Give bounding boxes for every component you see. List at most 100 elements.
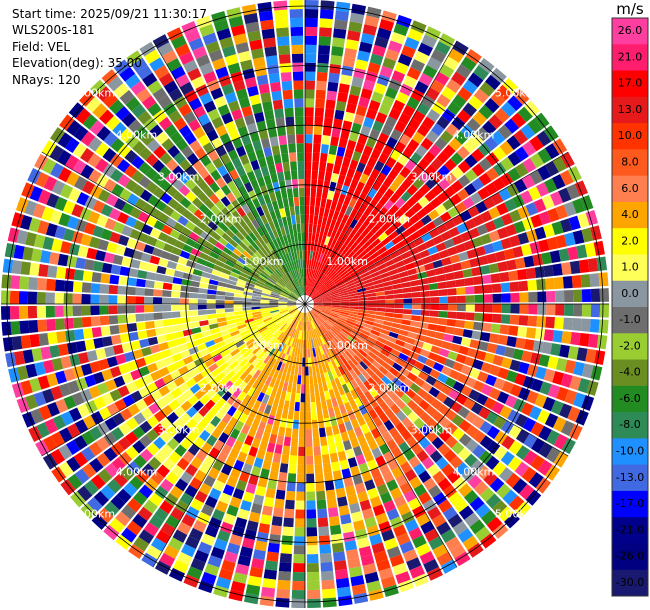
range-gate: [415, 144, 428, 158]
range-gate: [243, 335, 253, 343]
range-gate: [215, 340, 226, 349]
range-gate: [338, 137, 348, 149]
range-gate: [55, 370, 67, 385]
range-gate: [488, 387, 502, 401]
range-gate: [265, 334, 274, 342]
range-gate: [185, 220, 196, 231]
range-gate: [1, 306, 11, 320]
range-gate: [318, 326, 325, 335]
range-gate: [305, 35, 318, 45]
range-gate: [312, 295, 322, 301]
range-gate: [262, 394, 270, 405]
range-gate: [344, 248, 353, 258]
range-gate: [483, 352, 496, 364]
range-gate: [367, 439, 379, 451]
range-gate: [322, 462, 332, 473]
range-gate: [452, 40, 469, 56]
range-gate: [343, 440, 352, 451]
range-gate: [139, 448, 154, 463]
range-gate: [549, 250, 561, 264]
range-gate: [316, 499, 327, 510]
range-gate: [529, 135, 544, 152]
range-gate: [363, 380, 373, 391]
range-gate: [392, 161, 404, 174]
range-gate: [269, 337, 277, 346]
range-gate: [314, 455, 322, 465]
range-gate: [197, 378, 208, 389]
range-gate: [96, 421, 111, 436]
range-gate: [327, 190, 335, 201]
range-gate: [236, 278, 247, 285]
range-gate: [427, 506, 442, 520]
colorbar-tick-label: 1.0: [621, 261, 639, 274]
range-gate: [334, 367, 342, 378]
range-gate: [213, 336, 224, 345]
range-gate: [269, 306, 279, 310]
range-gate: [432, 338, 444, 348]
range-gate: [273, 286, 282, 292]
range-gate: [504, 118, 520, 134]
range-gate: [262, 578, 277, 589]
range-gate: [311, 309, 320, 316]
range-gate: [399, 166, 411, 179]
range-gate: [289, 337, 294, 347]
range-gate: [374, 394, 384, 405]
range-gate: [466, 347, 478, 359]
range-gate: [264, 375, 273, 386]
range-gate: [227, 384, 238, 395]
range-gate: [567, 246, 579, 261]
range-gate: [362, 24, 378, 36]
range-gate: [285, 499, 295, 510]
range-gate: [278, 570, 291, 581]
range-gate: [156, 334, 167, 344]
range-gate: [319, 161, 327, 172]
range-gate: [526, 364, 539, 377]
range-gate: [374, 259, 385, 267]
range-gate: [327, 361, 335, 371]
range-gate: [310, 196, 316, 207]
range-gate: [347, 359, 356, 369]
range-gate: [306, 518, 317, 528]
range-gate: [432, 259, 443, 269]
range-gate: [243, 288, 254, 293]
range-gate: [410, 366, 422, 377]
range-gate: [288, 401, 295, 411]
range-gate: [359, 332, 369, 340]
range-gate: [316, 373, 322, 384]
range-gate: [219, 492, 232, 505]
range-gate: [379, 401, 390, 412]
range-gate: [180, 543, 196, 558]
range-gate: [374, 283, 384, 289]
range-gate: [321, 135, 331, 145]
range-gate: [365, 317, 375, 323]
range-gate: [406, 184, 418, 196]
range-gate: [376, 295, 386, 300]
range-gate: [162, 457, 176, 471]
range-gate: [292, 419, 299, 430]
range-gate: [555, 204, 568, 220]
range-gate: [71, 203, 84, 218]
range-gate: [386, 263, 397, 272]
range-gate: [413, 417, 426, 430]
range-gate: [126, 460, 141, 475]
range-gate: [339, 343, 347, 353]
range-gate: [376, 217, 387, 228]
range-gate: [276, 435, 285, 446]
range-gate: [324, 108, 335, 119]
range-gate: [305, 366, 309, 376]
range-gate: [63, 395, 77, 410]
range-gate: [42, 236, 55, 251]
range-gate: [171, 246, 183, 256]
range-gate: [337, 385, 346, 396]
range-gate: [294, 401, 300, 412]
range-gate: [130, 258, 141, 269]
range-gate: [409, 213, 421, 225]
range-gate: [519, 484, 535, 500]
range-gate: [446, 246, 458, 256]
range-gate: [221, 333, 232, 341]
range-gate: [445, 123, 460, 137]
range-gate: [333, 19, 348, 30]
range-gate: [325, 217, 333, 228]
range-gate: [116, 488, 132, 504]
range-gate: [100, 484, 116, 500]
